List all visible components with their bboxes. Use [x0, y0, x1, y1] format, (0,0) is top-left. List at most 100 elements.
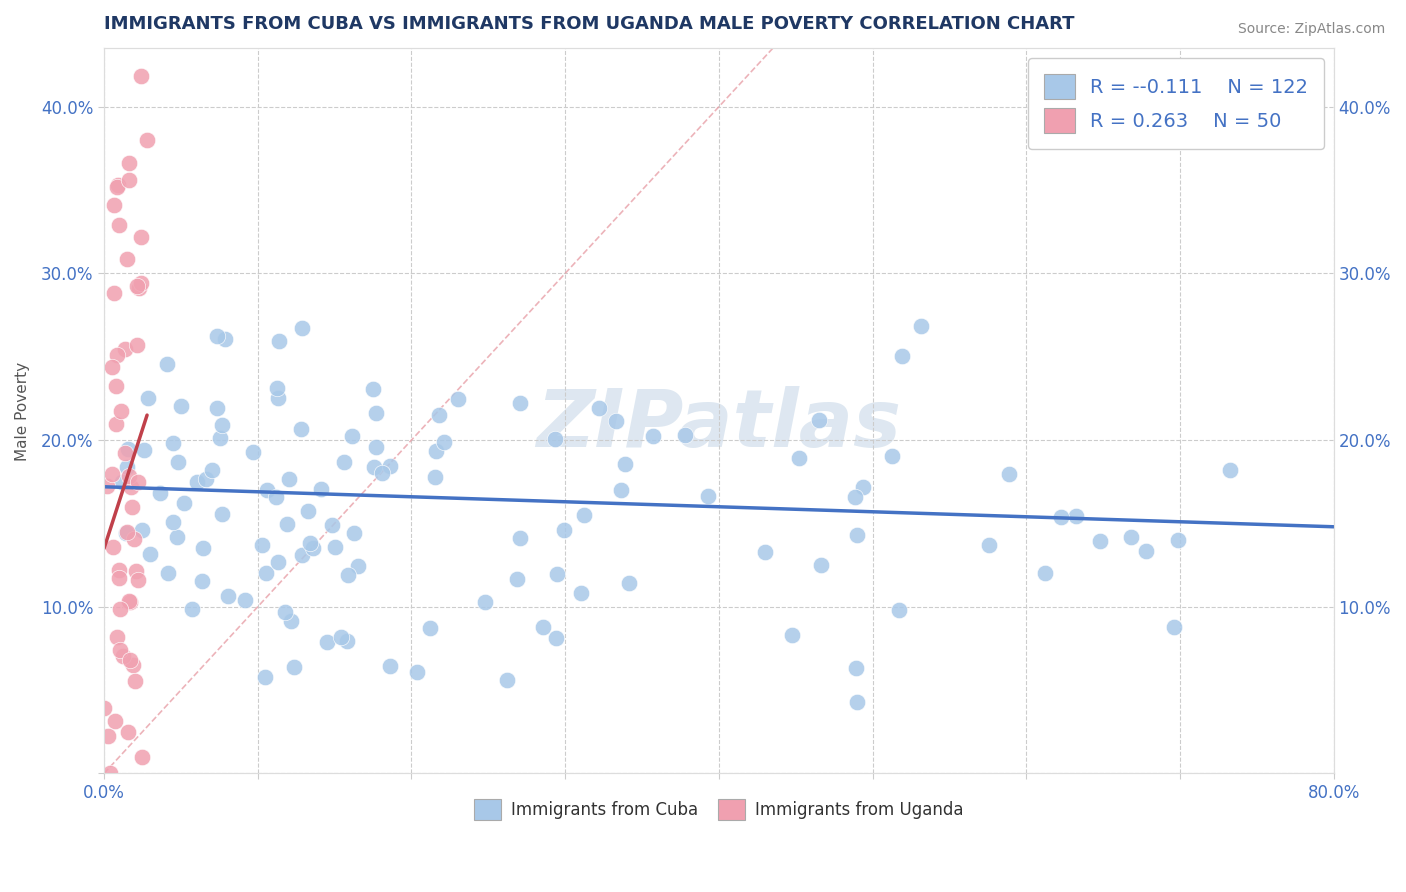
Point [118, 653, 141, 667]
Point [274, 605, 297, 619]
Point [290, 422, 312, 436]
Point [808, 413, 831, 427]
Point [780, 628, 803, 642]
Point [131, 523, 153, 537]
Point [208, 431, 231, 445]
Point [361, 382, 384, 396]
Point [167, 455, 190, 469]
Point [127, 475, 149, 489]
Point [125, 565, 148, 579]
Point [366, 441, 388, 455]
Point [890, 349, 912, 363]
Point [186, 475, 208, 489]
Point [267, 555, 290, 569]
Point [998, 467, 1021, 482]
Point [588, 401, 610, 415]
Point [107, 218, 129, 232]
Point [200, 463, 222, 477]
Point [129, 69, 152, 83]
Point [641, 429, 664, 443]
Point [128, 281, 150, 295]
Point [1167, 533, 1189, 548]
Point [207, 329, 229, 343]
Point [979, 538, 1001, 552]
Point [105, 180, 128, 194]
Point [194, 472, 217, 486]
Point [1064, 509, 1087, 524]
Point [302, 541, 325, 555]
Point [115, 252, 138, 267]
Point [266, 380, 288, 394]
Point [139, 547, 162, 561]
Point [108, 571, 131, 585]
Point [323, 541, 346, 555]
Text: Source: ZipAtlas.com: Source: ZipAtlas.com [1237, 22, 1385, 37]
Point [366, 406, 388, 420]
Point [217, 589, 239, 603]
Point [127, 573, 149, 587]
Point [880, 450, 903, 464]
Point [1121, 530, 1143, 544]
Point [108, 642, 131, 657]
Point [321, 517, 343, 532]
Point [371, 467, 394, 481]
Point [105, 630, 128, 644]
Point [290, 549, 312, 563]
Point [127, 278, 149, 293]
Point [378, 658, 401, 673]
Point [166, 530, 188, 544]
Point [509, 531, 531, 545]
Point [96, 479, 118, 493]
Point [754, 545, 776, 559]
Point [1163, 620, 1185, 634]
Point [264, 490, 287, 504]
Point [347, 558, 370, 573]
Point [572, 508, 595, 522]
Point [337, 567, 360, 582]
Text: ZIPatlas: ZIPatlas [536, 386, 901, 465]
Point [1135, 543, 1157, 558]
Point [845, 527, 868, 541]
Point [252, 538, 274, 552]
Point [129, 276, 152, 290]
Point [546, 567, 568, 582]
Point [297, 504, 319, 518]
Point [378, 458, 401, 473]
Point [114, 342, 136, 356]
Point [157, 566, 180, 580]
Point [506, 572, 529, 586]
Point [173, 495, 195, 509]
Point [787, 450, 810, 465]
Point [846, 695, 869, 709]
Point [193, 541, 215, 556]
Point [605, 414, 627, 428]
Point [155, 357, 177, 371]
Point [277, 472, 299, 486]
Point [118, 468, 141, 483]
Point [496, 673, 519, 687]
Point [340, 429, 363, 443]
Point [115, 526, 138, 541]
Point [569, 585, 592, 599]
Point [254, 566, 277, 581]
Point [100, 467, 122, 481]
Point [610, 483, 633, 497]
Point [105, 378, 128, 392]
Point [233, 593, 256, 607]
Point [214, 332, 236, 346]
Point [910, 319, 932, 334]
Point [127, 338, 149, 352]
Point [427, 408, 450, 422]
Point [330, 630, 353, 644]
Point [425, 444, 447, 458]
Point [129, 229, 152, 244]
Point [103, 286, 125, 301]
Point [121, 657, 143, 672]
Point [852, 479, 875, 493]
Point [205, 401, 228, 416]
Point [810, 558, 832, 573]
Point [311, 482, 333, 496]
Point [276, 517, 298, 532]
Point [617, 575, 640, 590]
Point [111, 475, 134, 489]
